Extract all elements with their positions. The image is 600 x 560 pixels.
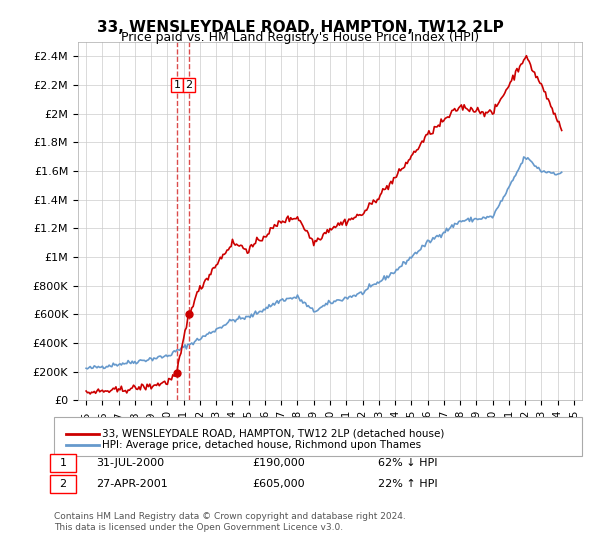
Text: £190,000: £190,000 [252,458,305,468]
Text: £605,000: £605,000 [252,479,305,489]
Text: HPI: Average price, detached house, Richmond upon Thames: HPI: Average price, detached house, Rich… [102,440,421,450]
Text: 62% ↓ HPI: 62% ↓ HPI [378,458,437,468]
Text: 2: 2 [59,479,67,489]
Text: 1: 1 [59,458,67,468]
Text: 27-APR-2001: 27-APR-2001 [96,479,168,489]
Text: 2: 2 [185,80,193,90]
Text: 33, WENSLEYDALE ROAD, HAMPTON, TW12 2LP (detached house): 33, WENSLEYDALE ROAD, HAMPTON, TW12 2LP … [102,429,445,439]
Text: 31-JUL-2000: 31-JUL-2000 [96,458,164,468]
Text: Contains HM Land Registry data © Crown copyright and database right 2024.
This d: Contains HM Land Registry data © Crown c… [54,512,406,532]
Text: 1: 1 [173,80,181,90]
Text: Price paid vs. HM Land Registry's House Price Index (HPI): Price paid vs. HM Land Registry's House … [121,31,479,44]
Text: 22% ↑ HPI: 22% ↑ HPI [378,479,437,489]
Text: 33, WENSLEYDALE ROAD, HAMPTON, TW12 2LP: 33, WENSLEYDALE ROAD, HAMPTON, TW12 2LP [97,20,503,35]
